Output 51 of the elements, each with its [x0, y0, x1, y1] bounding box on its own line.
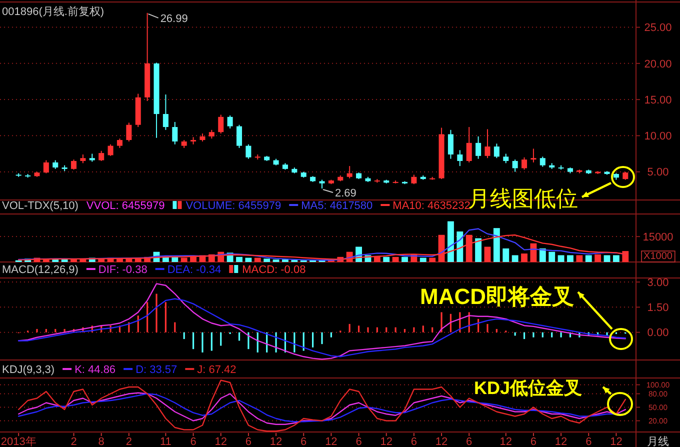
annotation: KDJ低位金叉 — [474, 378, 582, 398]
chart-title: VOL-TDX(5,10) — [2, 200, 78, 212]
legend-label: MA5: 4617580 — [301, 200, 373, 212]
chart-title: KDJ(9,3,3) — [2, 364, 55, 376]
y-tick-label: 0.00 — [647, 327, 669, 340]
y-tick-label: 15.00 — [644, 94, 672, 106]
x-tick-label: 6 — [410, 436, 418, 447]
x-tick-label: 8 — [98, 436, 104, 447]
x-tick-label: 2 — [70, 436, 77, 447]
legend-label: K: 44.86 — [74, 364, 116, 376]
y-tick-label: 15000 — [642, 231, 674, 244]
y-tick-label: 1.50 — [647, 302, 669, 314]
x-tick-label: 12 — [435, 436, 448, 447]
y-axis-title: X1000 — [644, 251, 673, 262]
x-tick-label: 2013年 — [0, 436, 36, 447]
chart-title: MACD(12,26,9) — [2, 264, 78, 276]
x-axis-title: 月线 — [647, 435, 669, 447]
x-tick-label: 2 — [126, 436, 132, 447]
legend-label: DIF: -0.38 — [98, 264, 148, 276]
annotation: VVOL: 6455979 — [86, 200, 165, 212]
x-tick-label: 12 — [610, 436, 622, 447]
annotation: MACD即将金叉 — [420, 284, 574, 309]
legend-label: D: 33.57 — [136, 364, 178, 376]
x-tick-label: 12 — [554, 436, 568, 447]
legend-label: VOLUME: 6455979 — [186, 200, 282, 212]
annotation: 月线图低位 — [468, 186, 578, 211]
x-tick-label: 6 — [300, 436, 307, 447]
chart-title: 001896(月线.前复权) — [2, 5, 104, 18]
x-tick-label: 12 — [380, 436, 392, 447]
x-tick-label: 6 — [586, 436, 592, 447]
x-tick-label: 12 — [500, 436, 512, 447]
x-tick-label: 6 — [356, 436, 362, 447]
x-tick-label: 6 — [245, 436, 252, 447]
y-tick-label: 5.00 — [647, 166, 669, 179]
x-tick-label: 6 — [530, 436, 537, 447]
legend-label: J: 67.42 — [197, 364, 236, 376]
x-tick-label: 12 — [325, 436, 338, 447]
y-tick-label: 25.00 — [644, 22, 672, 34]
x-tick-label: 12 — [270, 436, 282, 447]
x-tick-label: 12 — [214, 436, 227, 447]
annotation: 26.99 — [160, 12, 188, 25]
y-tick-label: 10.00 — [644, 130, 672, 143]
x-tick-label: 6 — [190, 436, 196, 447]
annotation: 2.69 — [335, 188, 356, 200]
x-tick-label: 6 — [466, 436, 472, 447]
legend-label: MACD: -0.08 — [242, 264, 306, 276]
y-tick-label: 20.00 — [644, 58, 672, 70]
x-tick-label: 11 — [160, 436, 172, 447]
legend-label: MA10: 4635232 — [392, 200, 470, 212]
legend-label: DEA: -0.34 — [167, 264, 222, 276]
y-tick-label: 3.00 — [647, 276, 669, 289]
